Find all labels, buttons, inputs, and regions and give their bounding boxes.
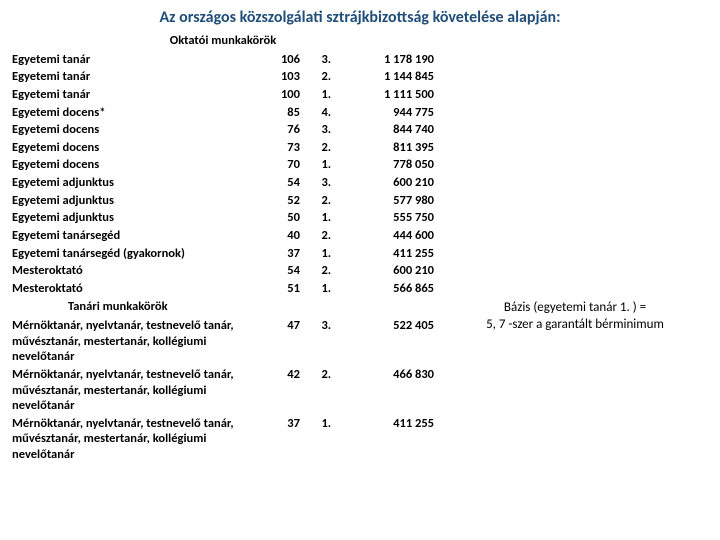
col-salary: 1 111 500	[349, 86, 438, 104]
col-index: 42	[254, 366, 304, 415]
table-row: Egyetemi tanár1063.1 178 190	[8, 51, 438, 69]
col-grade: 3.	[304, 121, 349, 139]
col-grade: 1.	[304, 156, 349, 174]
col-grade: 2.	[304, 227, 349, 245]
sidenote: Bázis (egyetemi tanár 1. ) = 5, 7 -szer …	[450, 300, 700, 334]
content-area: Oktatói munkakörökEgyetemi tanár1063.1 1…	[0, 31, 720, 464]
col-index: 85	[254, 104, 304, 122]
sidenote-line2: 5, 7 -szer a garantált bérminimum	[486, 317, 664, 332]
position-name: Egyetemi docens	[8, 156, 254, 174]
col-index: 52	[254, 192, 304, 210]
table-row: Mesteroktató511.566 865	[8, 280, 438, 298]
col-grade: 1.	[304, 415, 349, 464]
position-name: Mesteroktató	[8, 280, 254, 298]
col-index: 47	[254, 317, 304, 366]
col-index: 40	[254, 227, 304, 245]
col-index: 37	[254, 245, 304, 263]
position-name: Egyetemi adjunktus	[8, 192, 254, 210]
col-salary: 466 830	[349, 366, 438, 415]
col-grade: 3.	[304, 174, 349, 192]
table-row: Mérnöktanár, nyelvtanár, testnevelő taná…	[8, 366, 438, 415]
col-salary: 778 050	[349, 156, 438, 174]
table-row: Egyetemi adjunktus522.577 980	[8, 192, 438, 210]
position-name: Egyetemi tanársegéd (gyakornok)	[8, 245, 254, 263]
table-row: Mesteroktató542.600 210	[8, 262, 438, 280]
col-grade: 1.	[304, 86, 349, 104]
position-name: Mérnöktanár, nyelvtanár, testnevelő taná…	[8, 415, 254, 464]
col-grade: 4.	[304, 104, 349, 122]
col-salary: 1 178 190	[349, 51, 438, 69]
col-salary: 555 750	[349, 209, 438, 227]
sidenote-line1: Bázis (egyetemi tanár 1. ) =	[504, 300, 646, 315]
col-index: 51	[254, 280, 304, 298]
col-salary: 577 980	[349, 192, 438, 210]
col-index: 73	[254, 139, 304, 157]
col-index: 106	[254, 51, 304, 69]
col-index: 76	[254, 121, 304, 139]
position-name: Egyetemi docens*	[8, 104, 254, 122]
col-index: 100	[254, 86, 304, 104]
col-salary: 844 740	[349, 121, 438, 139]
table-row: Egyetemi docens*854.944 775	[8, 104, 438, 122]
table-row: Egyetemi docens701.778 050	[8, 156, 438, 174]
table-row: Egyetemi docens732.811 395	[8, 139, 438, 157]
col-grade: 2.	[304, 68, 349, 86]
col-index: 37	[254, 415, 304, 464]
col-index: 103	[254, 68, 304, 86]
col-index: 70	[254, 156, 304, 174]
col-salary: 600 210	[349, 174, 438, 192]
section-header-label: Tanári munkakörök	[8, 297, 438, 317]
section-header: Oktatói munkakörök	[8, 31, 438, 51]
table-row: Egyetemi tanár1032.1 144 845	[8, 68, 438, 86]
col-salary: 444 600	[349, 227, 438, 245]
col-grade: 2.	[304, 262, 349, 280]
table-row: Egyetemi tanár1001.1 111 500	[8, 86, 438, 104]
col-index: 54	[254, 174, 304, 192]
col-salary: 944 775	[349, 104, 438, 122]
col-grade: 2.	[304, 192, 349, 210]
table-row: Mérnöktanár, nyelvtanár, testnevelő taná…	[8, 415, 438, 464]
col-grade: 2.	[304, 139, 349, 157]
position-name: Egyetemi docens	[8, 139, 254, 157]
col-grade: 3.	[304, 317, 349, 366]
col-salary: 411 255	[349, 415, 438, 464]
position-name: Mérnöktanár, nyelvtanár, testnevelő taná…	[8, 366, 254, 415]
section-header-label: Oktatói munkakörök	[8, 31, 438, 51]
table-row: Mérnöktanár, nyelvtanár, testnevelő taná…	[8, 317, 438, 366]
position-name: Egyetemi adjunktus	[8, 174, 254, 192]
col-salary: 411 255	[349, 245, 438, 263]
position-name: Egyetemi tanár	[8, 51, 254, 69]
col-grade: 2.	[304, 366, 349, 415]
table-row: Egyetemi adjunktus543.600 210	[8, 174, 438, 192]
col-index: 50	[254, 209, 304, 227]
position-name: Egyetemi tanár	[8, 86, 254, 104]
position-name: Egyetemi docens	[8, 121, 254, 139]
col-salary: 600 210	[349, 262, 438, 280]
col-salary: 522 405	[349, 317, 438, 366]
col-salary: 811 395	[349, 139, 438, 157]
position-name: Egyetemi tanársegéd	[8, 227, 254, 245]
table-row: Egyetemi tanársegéd (gyakornok)371.411 2…	[8, 245, 438, 263]
table-container: Oktatói munkakörökEgyetemi tanár1063.1 1…	[8, 31, 438, 464]
position-name: Egyetemi adjunktus	[8, 209, 254, 227]
position-name: Mérnöktanár, nyelvtanár, testnevelő taná…	[8, 317, 254, 366]
page-title: Az országos közszolgálati sztrájkbizotts…	[0, 0, 720, 31]
position-name: Mesteroktató	[8, 262, 254, 280]
col-grade: 1.	[304, 209, 349, 227]
table-row: Egyetemi docens763.844 740	[8, 121, 438, 139]
col-salary: 1 144 845	[349, 68, 438, 86]
salary-table: Oktatói munkakörökEgyetemi tanár1063.1 1…	[8, 31, 438, 464]
table-row: Egyetemi tanársegéd402.444 600	[8, 227, 438, 245]
table-row: Egyetemi adjunktus501.555 750	[8, 209, 438, 227]
col-grade: 1.	[304, 280, 349, 298]
col-salary: 566 865	[349, 280, 438, 298]
position-name: Egyetemi tanár	[8, 68, 254, 86]
col-index: 54	[254, 262, 304, 280]
section-header: Tanári munkakörök	[8, 297, 438, 317]
col-grade: 1.	[304, 245, 349, 263]
col-grade: 3.	[304, 51, 349, 69]
